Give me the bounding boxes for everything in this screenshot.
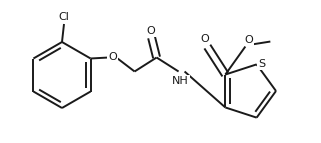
Text: O: O [244,35,253,44]
Text: S: S [258,59,265,69]
Text: O: O [146,25,155,35]
Text: O: O [200,34,209,43]
Text: Cl: Cl [58,12,69,22]
Text: O: O [108,52,117,62]
Text: NH: NH [172,77,189,87]
